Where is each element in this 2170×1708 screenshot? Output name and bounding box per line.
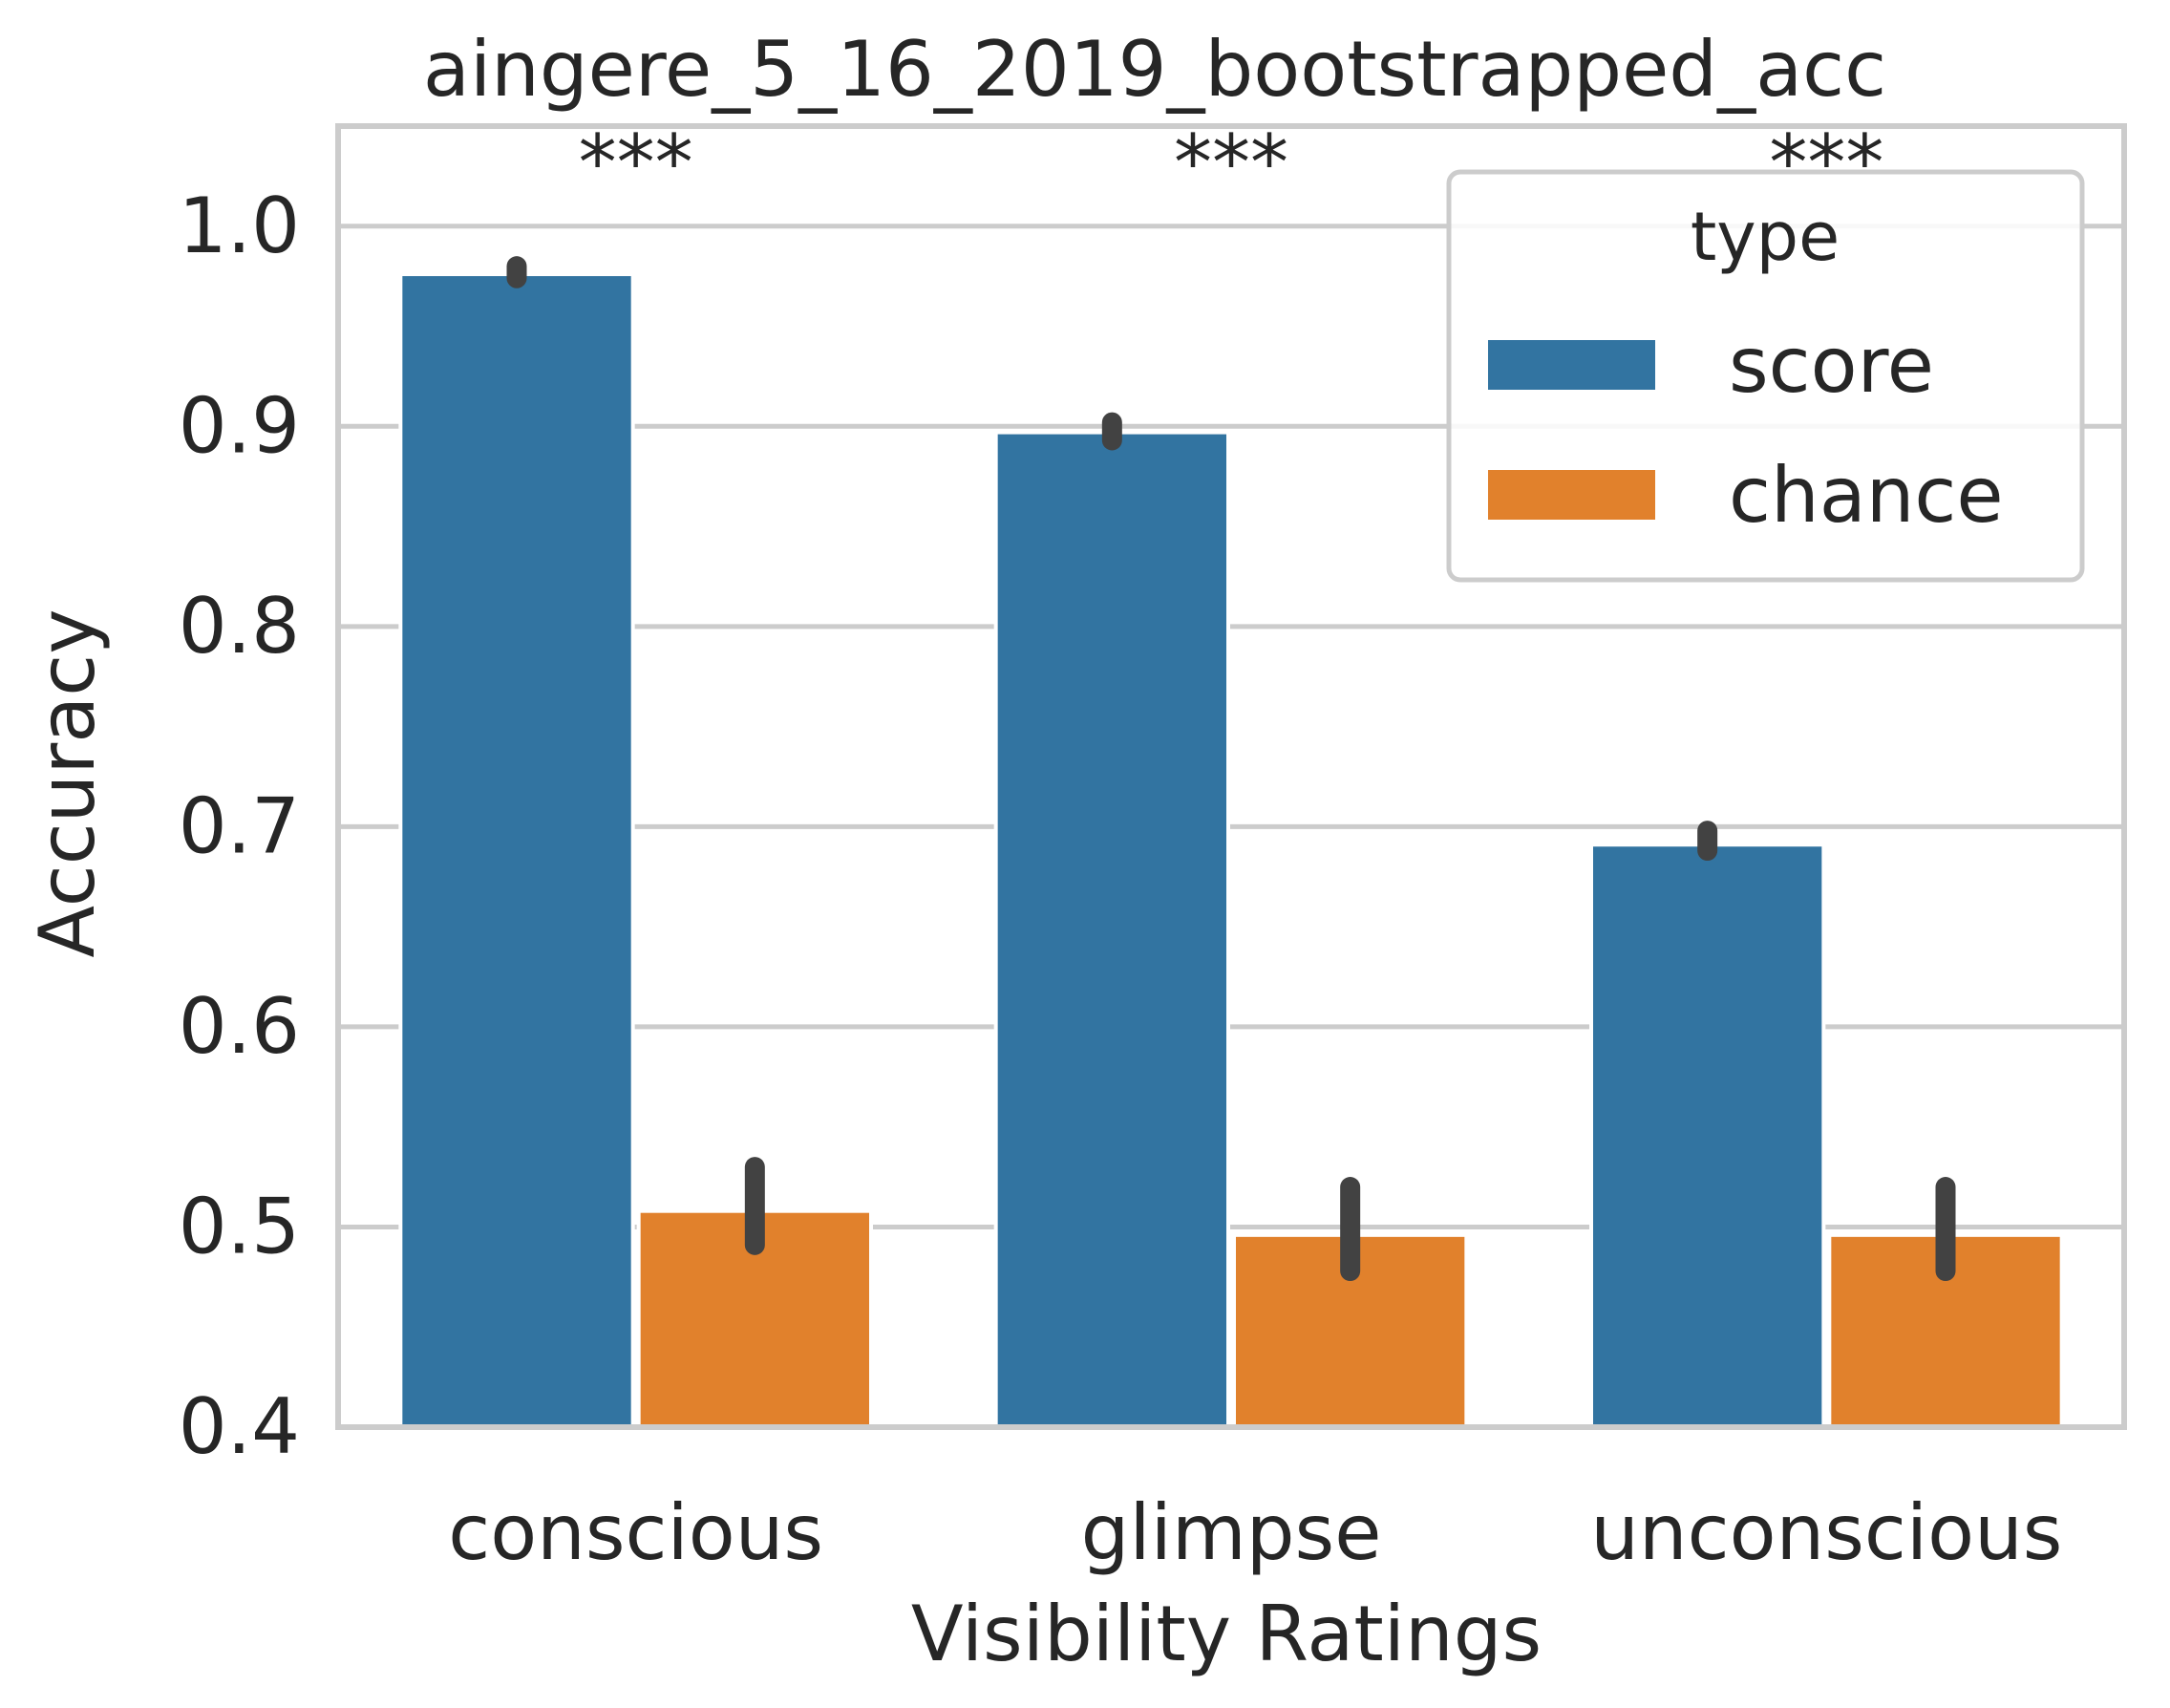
bar-score-glimpse <box>993 430 1230 1429</box>
x-tick-label: conscious <box>448 1488 823 1577</box>
y-tick-labels: 0.4 0.5 0.6 0.7 0.8 0.9 1.0 <box>179 181 300 1471</box>
x-tick-label: glimpse <box>1081 1488 1382 1577</box>
y-axis-label: Accuracy <box>23 608 112 957</box>
y-tick-label: 0.9 <box>179 381 300 470</box>
significance-markers: *** *** *** <box>579 118 1884 207</box>
legend: type score chance <box>1446 169 2085 583</box>
x-tick-label: unconscious <box>1590 1488 2062 1577</box>
significance-marker: *** <box>1174 118 1288 207</box>
grid-lines <box>338 224 2124 1430</box>
y-tick-label: 0.7 <box>179 781 300 870</box>
legend-title: type <box>1691 198 1840 276</box>
x-tick-labels: conscious glimpse unconscious <box>448 1488 2062 1577</box>
y-tick-label: 1.0 <box>179 181 300 270</box>
error-bars <box>506 256 1956 1282</box>
legend-swatch-chance <box>1488 470 1655 520</box>
bar-score-unconscious <box>1589 843 1826 1429</box>
legend-label-chance: chance <box>1729 451 2004 540</box>
legend-swatch-score <box>1488 340 1655 390</box>
y-tick-label: 0.4 <box>179 1382 300 1471</box>
significance-marker: *** <box>579 118 693 207</box>
y-tick-label: 0.6 <box>179 982 300 1071</box>
chart-title: aingere_5_16_2019_bootstrapped_acc <box>423 25 1886 114</box>
x-axis-label: Visibility Ratings <box>911 1590 1542 1678</box>
legend-label-score: score <box>1729 321 1934 410</box>
y-tick-label: 0.8 <box>179 582 300 671</box>
plot-frame <box>335 123 2127 1430</box>
bar-score-conscious <box>398 272 635 1429</box>
y-tick-label: 0.5 <box>179 1182 300 1270</box>
